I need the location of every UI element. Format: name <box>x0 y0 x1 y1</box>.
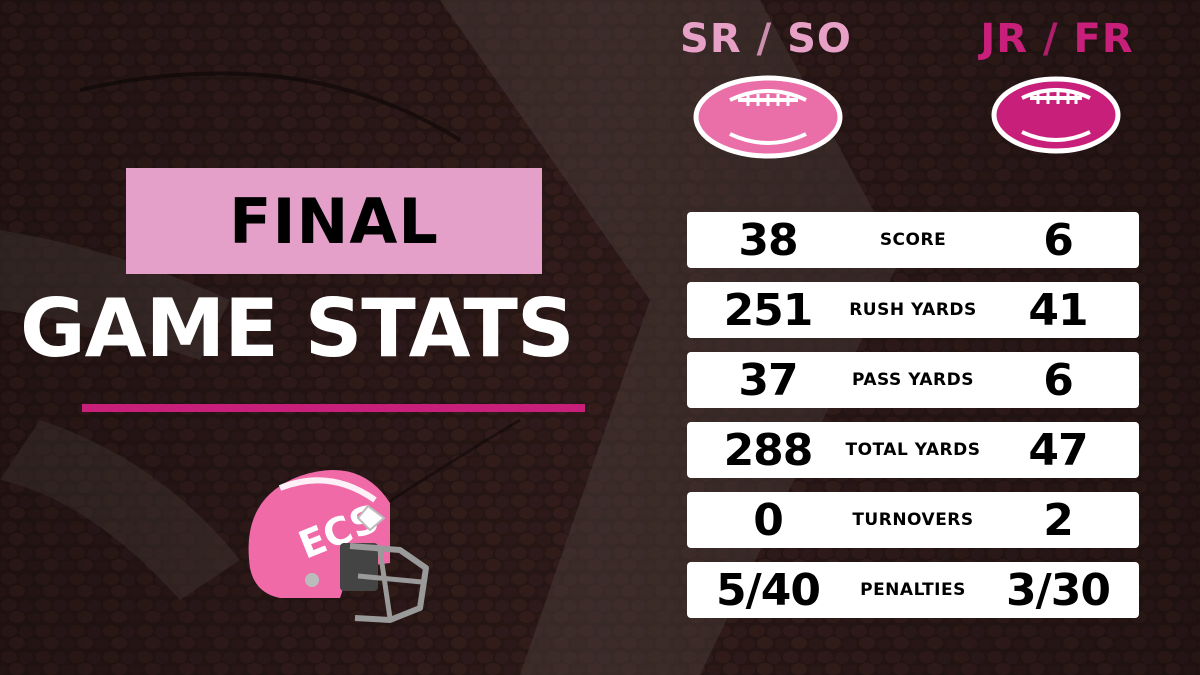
stat-row-penalties: 5/40 PENALTIES 3/30 <box>687 562 1139 618</box>
page-title: GAME STATS <box>20 282 575 375</box>
stat-right-value: 41 <box>1028 284 1088 336</box>
stat-left-value: 251 <box>723 284 814 336</box>
stat-label: SCORE <box>879 230 947 250</box>
team-right-name-b: FR <box>1073 16 1134 62</box>
stat-row-pass-yards: 37 PASS YARDS 6 <box>687 352 1139 408</box>
stat-label: PENALTIES <box>860 580 966 600</box>
stat-right-value: 6 <box>1043 354 1074 406</box>
team-right-separator: / <box>1028 16 1074 62</box>
stat-left-value: 5/40 <box>716 564 821 616</box>
stat-label: RUSH YARDS <box>849 300 977 320</box>
team-right-header: JR / FR <box>947 16 1167 62</box>
stat-label: TOTAL YARDS <box>845 440 981 460</box>
stat-right-value: 3/30 <box>1006 564 1111 616</box>
stat-left-value: 0 <box>753 494 784 546</box>
final-banner: FINAL <box>126 168 542 274</box>
final-label: FINAL <box>229 184 439 258</box>
stat-right-value: 2 <box>1043 494 1074 546</box>
stat-row-total-yards: 288 TOTAL YARDS 47 <box>687 422 1139 478</box>
stat-row-score: 38 SCORE 6 <box>687 212 1139 268</box>
helmet-icon: ECS <box>248 470 429 623</box>
stat-label: TURNOVERS <box>852 510 974 530</box>
football-icon-right <box>991 76 1121 154</box>
stat-right-value: 6 <box>1043 214 1074 266</box>
stat-row-rush-yards: 251 RUSH YARDS 41 <box>687 282 1139 338</box>
stat-row-turnovers: 0 TURNOVERS 2 <box>687 492 1139 548</box>
stat-right-value: 47 <box>1028 424 1088 476</box>
team-left-header: SR / SO <box>656 16 876 62</box>
stat-left-value: 288 <box>723 424 814 476</box>
stats-table: 38 SCORE 6 251 RUSH YARDS 41 37 PASS YAR… <box>687 212 1139 632</box>
stat-label: PASS YARDS <box>852 370 974 390</box>
team-left-name-b: SO <box>787 16 852 62</box>
stat-left-value: 37 <box>738 354 798 406</box>
stat-left-value: 38 <box>738 214 798 266</box>
title-underline <box>82 404 585 412</box>
team-left-separator: / <box>741 16 788 62</box>
football-icon-left <box>693 75 843 159</box>
team-left-name-a: SR <box>680 16 742 62</box>
team-right-name-a: JR <box>980 16 1029 62</box>
